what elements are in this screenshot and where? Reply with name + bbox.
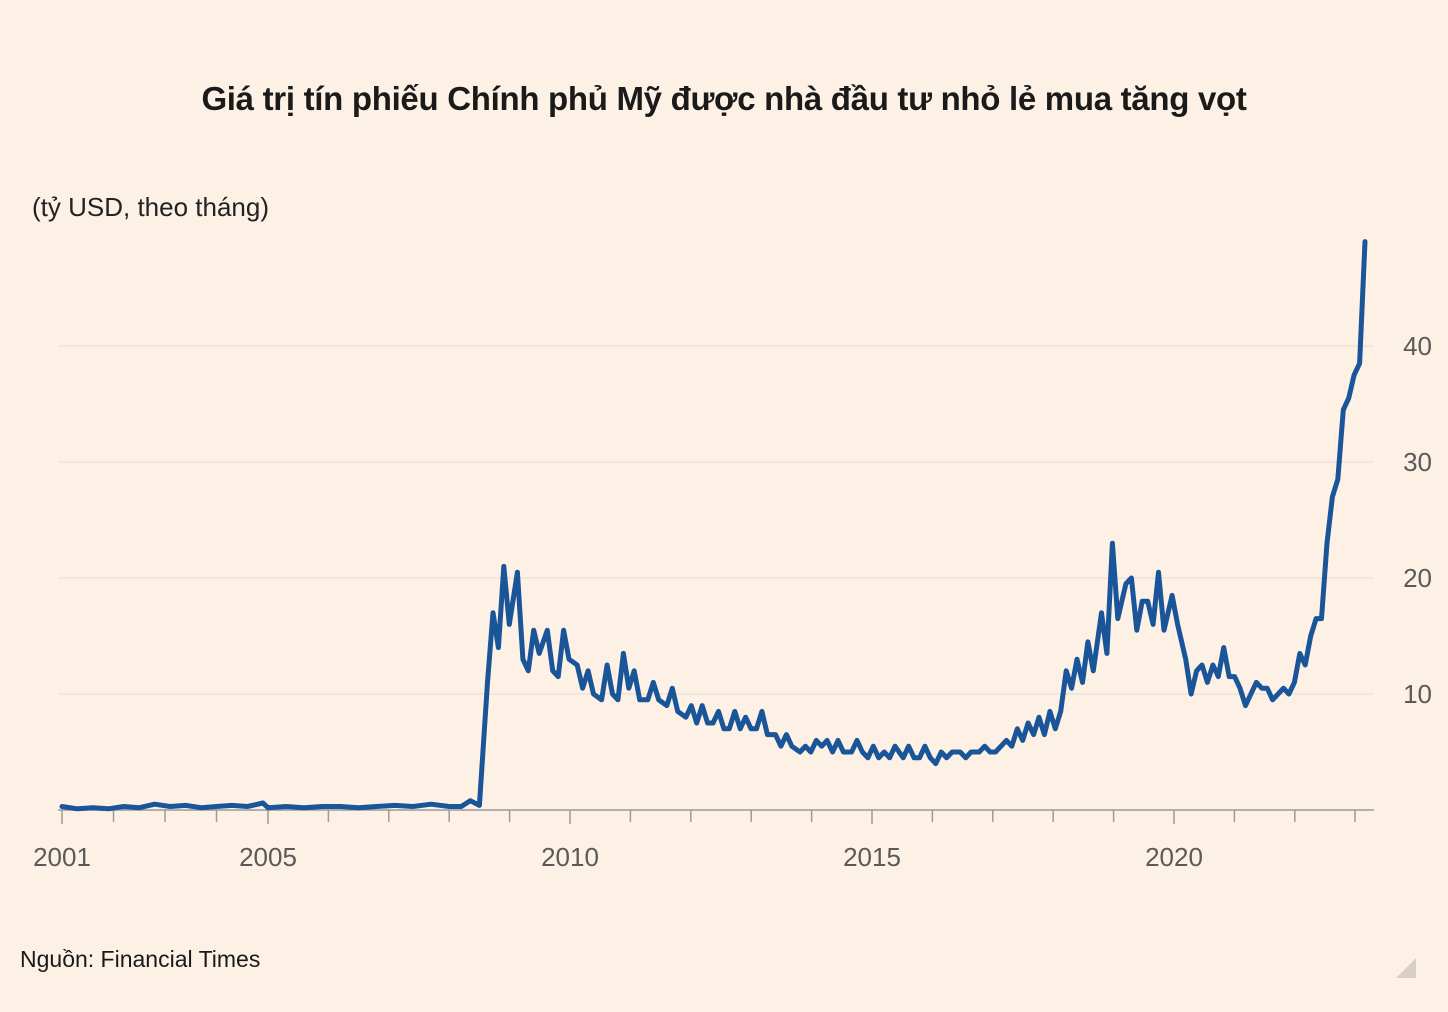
y-tick-label-10: 10 [1403,679,1432,709]
chart-title: Giá trị tín phiếu Chính phủ Mỹ được nhà … [201,80,1247,117]
x-tick-label-2015: 2015 [843,842,901,872]
series-group [59,239,1368,812]
series-line-retail-tbills [59,239,1368,812]
y-axis-unit-label: (tỷ USD, theo tháng) [32,192,269,222]
y-tick-label-30: 30 [1403,447,1432,477]
grid-lines [58,345,1374,695]
x-axis-labels: 2001 2005 2010 2015 2020 [33,842,1203,872]
source-note: Nguồn: Financial Times [20,946,261,972]
x-tick-label-2001: 2001 [33,842,91,872]
y-tick-label-20: 20 [1403,563,1432,593]
x-axis [58,809,1374,824]
resize-corner-icon [1396,958,1416,978]
x-tick-label-2005: 2005 [239,842,297,872]
y-axis-labels: 10 20 30 40 [1403,331,1432,709]
x-tick-label-2020: 2020 [1145,842,1203,872]
x-tick-label-2010: 2010 [541,842,599,872]
y-tick-label-40: 40 [1403,331,1432,361]
